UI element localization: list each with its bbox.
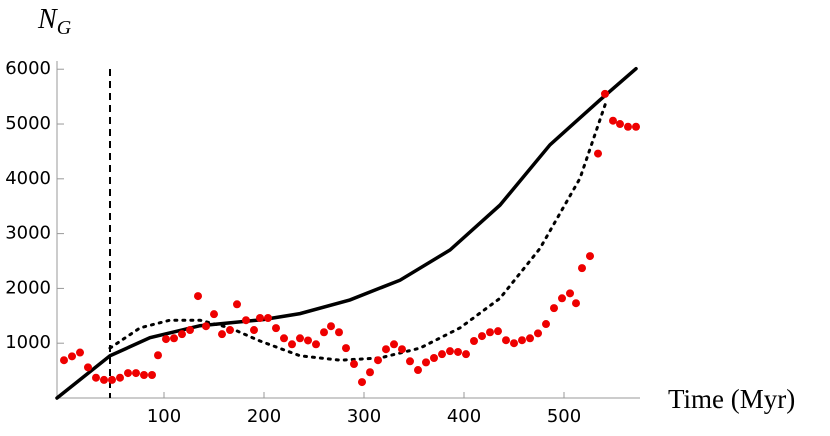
data-point (470, 337, 478, 346)
data-point (422, 358, 430, 367)
data-point (632, 122, 640, 131)
data-point (578, 264, 586, 273)
data-point (478, 332, 486, 341)
x-tick-label: 200 (247, 406, 281, 427)
y-label-sub: G (57, 17, 72, 39)
data-point (312, 340, 320, 349)
data-point (226, 326, 234, 335)
data-point (462, 350, 470, 359)
data-point (609, 116, 617, 125)
data-point (390, 340, 398, 349)
x-tick-label: 400 (447, 406, 481, 427)
data-point (76, 348, 84, 357)
data-point (60, 356, 68, 365)
data-point (280, 334, 288, 343)
y-tick-label: 5000 (5, 113, 51, 134)
y-tick-label: 6000 (5, 58, 51, 79)
data-point (272, 324, 280, 333)
data-point (486, 328, 494, 337)
y-axis-label: NG (37, 4, 72, 39)
data-point (233, 300, 241, 309)
data-point (335, 328, 343, 337)
data-point (124, 369, 132, 378)
data-point (616, 120, 624, 129)
data-point (594, 149, 602, 158)
data-point (366, 368, 374, 377)
data-point (162, 335, 170, 344)
data-point (542, 320, 550, 329)
model-line (55, 66, 638, 400)
data-point (170, 334, 178, 343)
data-point (84, 363, 92, 372)
fit-line (108, 100, 608, 362)
data-point (572, 299, 580, 308)
data-point (558, 294, 566, 303)
data-point (494, 327, 502, 336)
data-point (342, 344, 350, 353)
data-point (438, 350, 446, 359)
x-axis-label: Time (Myr) (668, 384, 795, 414)
data-point (178, 330, 186, 339)
data-point (250, 326, 258, 335)
data-point (210, 310, 218, 319)
data-point (358, 378, 366, 387)
data-point (510, 339, 518, 348)
data-point (502, 336, 510, 345)
data-point (92, 373, 100, 382)
x-tick-label: 100 (147, 406, 181, 427)
data-point (100, 375, 108, 384)
y-label-main: N (37, 4, 58, 35)
data-point (296, 334, 304, 343)
data-point (586, 252, 594, 261)
data-point (566, 289, 574, 298)
y-tick-label: 4000 (5, 168, 51, 189)
y-tick-label: 1000 (5, 332, 51, 353)
data-point (154, 351, 162, 360)
data-point (624, 122, 632, 131)
data-point (202, 322, 210, 331)
data-point (454, 347, 462, 356)
data-point (446, 347, 454, 356)
data-point (256, 313, 264, 322)
data-point (327, 322, 335, 331)
data-point (430, 353, 438, 362)
data-point (218, 330, 226, 339)
y-tick-label: 3000 (5, 223, 51, 244)
data-point (534, 329, 542, 338)
y-tick-label: 2000 (5, 277, 51, 298)
data-point (518, 336, 526, 345)
x-tick-label: 500 (547, 406, 581, 427)
data-point (194, 292, 202, 301)
data-point (374, 356, 382, 365)
data-point (288, 340, 296, 349)
data-point (108, 375, 116, 384)
data-point (550, 304, 558, 313)
data-point (116, 373, 124, 382)
data-point (186, 326, 194, 335)
data-point (398, 345, 406, 354)
data-point (320, 328, 328, 337)
data-point (140, 370, 148, 379)
data-point (382, 345, 390, 354)
data-point (414, 366, 422, 375)
data-point (526, 334, 534, 343)
data-point (406, 357, 414, 366)
data-point (132, 369, 140, 378)
data-point (304, 336, 312, 345)
data-point (264, 313, 272, 322)
data-point (601, 89, 609, 98)
data-point (148, 370, 156, 379)
data-point (68, 352, 76, 361)
data-point (242, 316, 250, 325)
data-point (350, 360, 358, 369)
x-tick-label: 300 (347, 406, 381, 427)
